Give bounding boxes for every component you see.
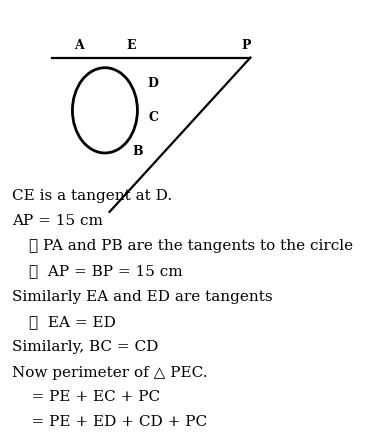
- Text: E: E: [126, 40, 136, 52]
- Text: ∴  EA = ED: ∴ EA = ED: [29, 315, 116, 329]
- Text: ∴  AP = BP = 15 cm: ∴ AP = BP = 15 cm: [29, 265, 183, 278]
- Text: = PE + EC + PC: = PE + EC + PC: [12, 389, 160, 404]
- Text: C: C: [148, 111, 158, 124]
- Text: P: P: [241, 40, 251, 52]
- Text: D: D: [148, 77, 159, 91]
- Text: ∴ PA and PB are the tangents to the circle: ∴ PA and PB are the tangents to the circ…: [29, 239, 353, 254]
- Text: = PE + ED + CD + PC: = PE + ED + CD + PC: [12, 415, 207, 429]
- Text: Similarly, BC = CD: Similarly, BC = CD: [12, 341, 159, 354]
- Text: CE is a tangent at D.: CE is a tangent at D.: [12, 189, 172, 202]
- Text: B: B: [132, 145, 143, 158]
- Text: AP = 15 cm: AP = 15 cm: [12, 214, 103, 228]
- Text: Now perimeter of △ PEC.: Now perimeter of △ PEC.: [12, 365, 208, 380]
- Text: Similarly EA and ED are tangents: Similarly EA and ED are tangents: [12, 289, 273, 304]
- Text: A: A: [74, 40, 83, 52]
